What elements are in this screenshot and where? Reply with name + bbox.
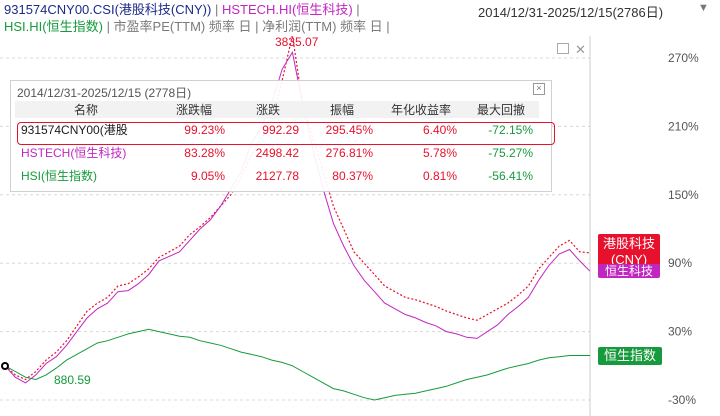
row-mdd: -75.27%: [488, 145, 533, 160]
y-tick-label: -30%: [668, 393, 696, 407]
header-separator: |: [211, 2, 222, 17]
row-ann: 0.81%: [422, 168, 457, 183]
row-chg-pct: 9.05%: [190, 168, 225, 183]
series-line-hstech[interactable]: [4, 50, 591, 384]
annotation-high: 3835.07: [275, 36, 319, 49]
row-mdd: -56.41%: [488, 168, 533, 183]
row-name: 931574CNY00(港股: [21, 123, 128, 137]
col-ann[interactable]: 年化收益率: [379, 101, 463, 118]
row-chg: 992.29: [262, 122, 299, 137]
row-name: HSI(恒生指数): [21, 169, 97, 183]
series-line-hsi[interactable]: [4, 328, 590, 401]
date-range-selector[interactable]: 2014/12/31-2025/12/15(2786日): [478, 5, 664, 20]
header-separator: |: [352, 2, 360, 17]
y-axis: 270% 210% 150% 90% 30% -30%: [668, 51, 699, 407]
col-chg-pct[interactable]: 涨跌幅: [157, 101, 231, 118]
chart-header-line1: 931574CNY00.CSI(港股科技(CNY)) | HSTECH.HI(恒…: [4, 2, 360, 18]
stats-table: 名称 涨跌幅 涨跌 振幅 年化收益率 最大回撤 931574CNY00(港股 9…: [15, 101, 539, 187]
y-tick-label: 90%: [668, 256, 692, 270]
table-header-row: 名称 涨跌幅 涨跌 振幅 年化收益率 最大回撤: [15, 101, 539, 118]
chevron-down-icon[interactable]: ▼: [698, 2, 709, 14]
row-ann: 5.78%: [422, 145, 457, 160]
row-amp: 276.81%: [325, 145, 373, 160]
close-icon[interactable]: ✕: [575, 42, 586, 57]
line-chart[interactable]: 270% 210% 150% 90% 30% -30% 3835.07 880.59: [0, 36, 720, 416]
table-row[interactable]: 931574CNY00(港股 99.23% 992.29 295.45% 6.4…: [15, 118, 539, 141]
series-tag-hstech: 恒生科技: [598, 264, 660, 278]
popup-title: 2014/12/31-2025/12/15 (2778日): [17, 86, 192, 100]
series-tag-hstech-label: 恒生科技: [604, 264, 653, 278]
row-amp: 295.45%: [325, 122, 373, 137]
series-line-cny[interactable]: [4, 36, 591, 381]
col-amp[interactable]: 振幅: [305, 101, 379, 118]
col-chg[interactable]: 涨跌: [231, 101, 305, 118]
y-tick-label: 150%: [668, 188, 699, 202]
row-name: HSTECH(恒生科技): [21, 146, 127, 160]
chart-lines: [4, 36, 591, 401]
series-tag-hsi-label: 恒生指数: [603, 348, 656, 363]
row-amp: 80.37%: [332, 168, 373, 183]
row-chg-pct: 83.28%: [184, 145, 225, 160]
row-chg: 2498.42: [255, 145, 299, 160]
col-mdd[interactable]: 最大回撤: [463, 101, 539, 118]
col-name[interactable]: 名称: [15, 101, 157, 118]
expand-icon[interactable]: [557, 43, 569, 54]
series-tag-cny-label: 港股科技 (CNY): [602, 236, 655, 267]
series-link-cny[interactable]: 931574CNY00.CSI(港股科技(CNY)): [4, 2, 212, 17]
start-marker: [1, 362, 9, 370]
y-tick-label: 270%: [668, 51, 699, 65]
chart-header-line2: HSI.HI(恒生指数) | 市盈率PE(TTM) 频率 日 | 净利润(TTM…: [4, 19, 390, 35]
row-ann: 6.40%: [422, 122, 457, 137]
series-tag-hsi: 恒生指数: [598, 347, 662, 365]
indicator-list[interactable]: | 市盈率PE(TTM) 频率 日 | 净利润(TTM) 频率 日 |: [102, 19, 390, 34]
row-chg-pct: 99.23%: [184, 122, 225, 137]
stats-popup: 2014/12/31-2025/12/15 (2778日) × 名称 涨跌幅 涨…: [10, 80, 555, 192]
y-tick-label: 30%: [668, 325, 692, 339]
annotation-low: 880.59: [54, 373, 91, 387]
y-tick-label: 210%: [668, 119, 699, 133]
popup-close-icon[interactable]: ×: [533, 83, 545, 95]
row-chg: 2127.78: [255, 168, 299, 183]
table-row[interactable]: HSI(恒生指数) 9.05% 2127.78 80.37% 0.81% -56…: [15, 164, 539, 187]
series-link-hstech[interactable]: HSTECH.HI(恒生科技): [221, 2, 353, 17]
table-row[interactable]: HSTECH(恒生科技) 83.28% 2498.42 276.81% 5.78…: [15, 141, 539, 164]
row-mdd: -72.15%: [488, 122, 533, 137]
series-link-hsi[interactable]: HSI.HI(恒生指数): [4, 19, 103, 34]
